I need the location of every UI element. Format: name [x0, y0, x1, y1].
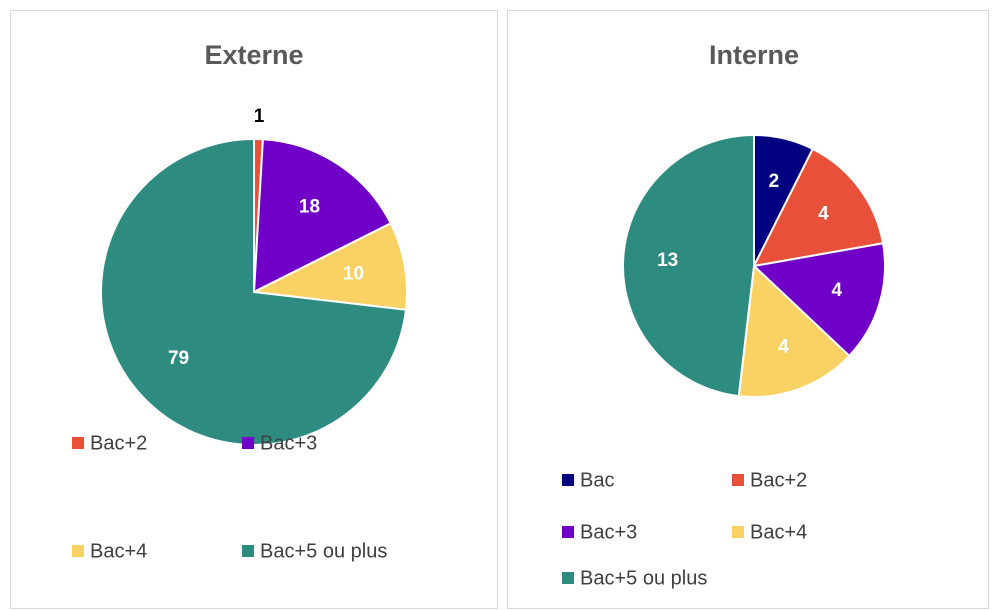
- legend-swatch: [732, 526, 744, 538]
- pie-slice: [752, 147, 885, 268]
- value-label: 79: [168, 348, 189, 369]
- legend-swatch: [562, 474, 574, 486]
- chart-title: Externe: [204, 40, 303, 70]
- legend-label: Bac+5 ou plus: [580, 567, 707, 589]
- value-label: 10: [343, 263, 364, 284]
- chart-title: Interne: [709, 40, 799, 70]
- legend-label: Bac+2: [750, 469, 807, 491]
- pie-slice: [100, 137, 408, 446]
- legend-swatch: [72, 437, 84, 449]
- legend-label: Bac: [580, 469, 614, 491]
- legend-label: Bac+2: [90, 432, 147, 454]
- value-label: 18: [299, 197, 320, 218]
- pie-slice: [737, 263, 851, 398]
- legend-swatch: [242, 545, 254, 557]
- legend-label: Bac+4: [90, 540, 147, 562]
- legend-label: Bac+3: [580, 521, 637, 543]
- legend-label: Bac+4: [750, 521, 807, 543]
- value-label: 2: [769, 171, 780, 192]
- legend-swatch: [72, 545, 84, 557]
- value-label: 4: [818, 203, 829, 224]
- legend-swatch: [562, 572, 574, 584]
- legend-label: Bac+3: [260, 432, 317, 454]
- value-label: 4: [778, 336, 789, 357]
- pie-slice: [252, 138, 393, 294]
- value-label: 1: [254, 106, 265, 127]
- value-label: 13: [657, 250, 678, 271]
- pie-slice: [751, 242, 886, 358]
- pie-slice: [250, 221, 408, 311]
- legend-label: Bac+5 ou plus: [260, 540, 387, 562]
- legend-swatch: [242, 437, 254, 449]
- value-label: 4: [832, 280, 843, 301]
- legend-swatch: [562, 526, 574, 538]
- pie-slice: [622, 133, 755, 398]
- legend-swatch: [732, 474, 744, 486]
